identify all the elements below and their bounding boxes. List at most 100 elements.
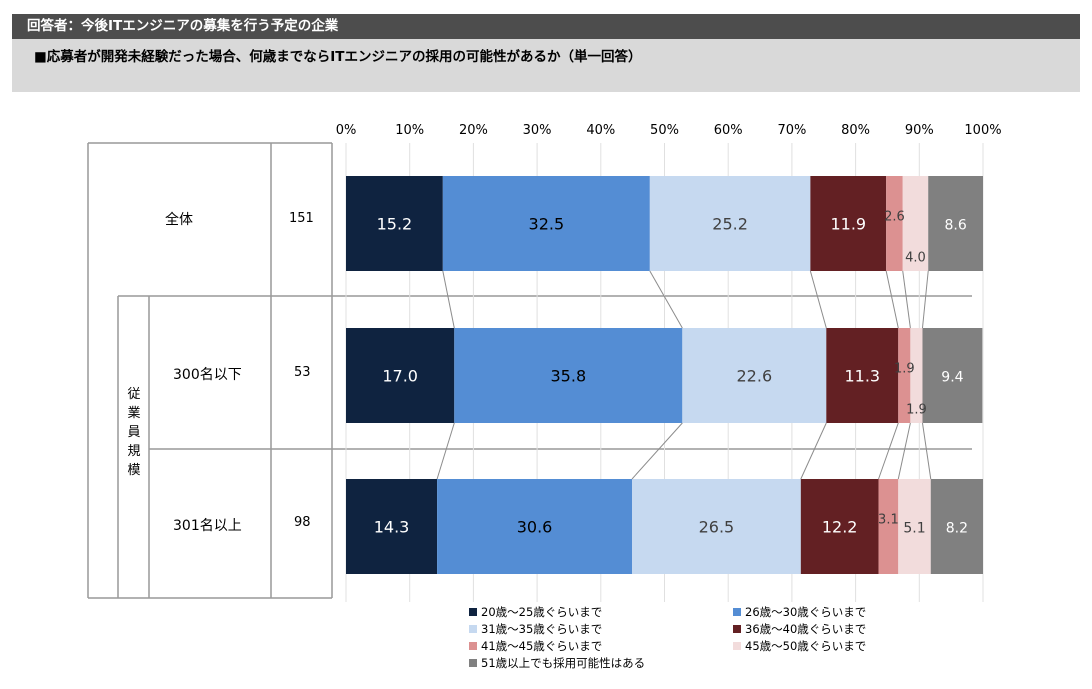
- legend-item: 41歳～45歳ぐらいまで: [469, 638, 602, 654]
- connector-line: [809, 270, 827, 329]
- legend-swatch: [469, 642, 477, 650]
- connector-line: [897, 422, 911, 480]
- connector-line: [436, 422, 455, 480]
- x-tick-label: 70%: [777, 123, 806, 138]
- legend-label: 31歳～35歳ぐらいまで: [481, 622, 603, 636]
- data-label: 5.1: [903, 521, 925, 537]
- group-label-char: 従: [127, 387, 141, 402]
- row-n-301-or-more: 98: [294, 515, 311, 530]
- legend-label: 20歳～25歳ぐらいまで: [481, 605, 603, 619]
- bar-segment: [922, 328, 983, 423]
- data-label: 22.6: [737, 367, 773, 386]
- bar-segment: [898, 479, 931, 574]
- data-label: 35.8: [551, 367, 587, 386]
- connector-line: [800, 422, 827, 480]
- data-label: 9.4: [941, 370, 963, 386]
- bar-segment: [878, 479, 899, 574]
- bar-segment: [649, 176, 811, 271]
- connector-line: [649, 270, 683, 329]
- x-tick-label: 10%: [395, 123, 424, 138]
- x-tick-label: 40%: [586, 123, 615, 138]
- group-label-char: 員: [127, 425, 141, 440]
- legend-item: 26歳～30歳ぐらいまで: [733, 604, 866, 620]
- connector-line: [902, 270, 911, 329]
- data-label: 8.6: [944, 218, 966, 234]
- connector-line: [921, 422, 932, 480]
- legend-item: 31歳～35歳ぐらいまで: [469, 621, 602, 637]
- group-label-char: 業: [127, 406, 141, 421]
- group-label-char: 模: [127, 463, 141, 478]
- row-label-300-or-less: 300名以下: [173, 367, 242, 383]
- data-label: 11.3: [844, 367, 880, 386]
- legend-label: 26歳～30歳ぐらいまで: [745, 605, 867, 619]
- x-tick-label: 60%: [714, 123, 743, 138]
- connector-line: [631, 422, 683, 480]
- data-label: 8.2: [946, 521, 968, 537]
- bar-segment: [928, 176, 983, 271]
- row-label-total: 全体: [165, 212, 193, 228]
- row-n-total: 151: [289, 211, 314, 226]
- data-label: 17.0: [382, 367, 418, 386]
- legend-label: 45歳～50歳ぐらいまで: [745, 639, 867, 653]
- bar-segment: [898, 328, 911, 423]
- bar-segment: [902, 176, 929, 271]
- bar-segment: [454, 328, 683, 423]
- bar-segment: [346, 176, 443, 271]
- legend-label: 36歳～40歳ぐらいまで: [745, 622, 867, 636]
- x-tick-label: 90%: [905, 123, 934, 138]
- row-label-301-or-more: 301名以上: [173, 518, 242, 534]
- data-label: 11.9: [830, 215, 866, 234]
- data-label: 26.5: [699, 518, 735, 537]
- legend-label: 41歳～45歳ぐらいまで: [481, 639, 603, 653]
- legend-swatch: [733, 608, 741, 616]
- bar-segment: [437, 479, 633, 574]
- legend-item: 20歳～25歳ぐらいまで: [469, 604, 602, 620]
- x-tick-label: 30%: [523, 123, 552, 138]
- bar-segment: [826, 328, 899, 423]
- legend-swatch: [469, 659, 477, 667]
- header-title: 回答者：今後ITエンジニアの募集を行う予定の企業: [12, 14, 1080, 39]
- connector-line: [921, 270, 929, 329]
- bar-segment: [346, 328, 455, 423]
- legend-swatch: [469, 608, 477, 616]
- legend-item: 45歳～50歳ぐらいまで: [733, 638, 866, 654]
- bar-segment: [910, 328, 923, 423]
- data-label: 30.6: [517, 518, 553, 537]
- bar-segment: [346, 479, 438, 574]
- data-label: 2.6: [884, 210, 905, 225]
- connector-line: [878, 422, 899, 480]
- x-tick-label: 80%: [841, 123, 870, 138]
- legend-item: 51歳以上でも採用可能性はある: [469, 655, 645, 671]
- legend-item: 36歳～40歳ぐらいまで: [733, 621, 866, 637]
- data-label: 1.9: [894, 362, 915, 377]
- data-label: 32.5: [529, 215, 565, 234]
- bar-segment: [810, 176, 887, 271]
- data-label: 25.2: [712, 215, 748, 234]
- legend-label: 51歳以上でも採用可能性はある: [481, 656, 646, 670]
- data-label: 15.2: [377, 215, 413, 234]
- x-tick-label: 0%: [336, 123, 357, 138]
- bar-segment: [442, 176, 650, 271]
- data-label: 4.0: [905, 251, 926, 266]
- data-label: 14.3: [374, 518, 410, 537]
- data-label: 3.1: [878, 513, 899, 528]
- question-subtitle: ■応募者が開発未経験だった場合、何歳までならITエンジニアの採用の可能性があるか…: [12, 39, 1080, 92]
- data-label: 12.2: [822, 518, 858, 537]
- row-n-300-or-less: 53: [294, 365, 311, 380]
- group-label-char: 規: [127, 444, 141, 459]
- legend-swatch: [733, 642, 741, 650]
- x-tick-label: 50%: [650, 123, 679, 138]
- bar-segment: [682, 328, 827, 423]
- bar-segment: [800, 479, 879, 574]
- legend-swatch: [469, 625, 477, 633]
- connector-line: [442, 270, 455, 329]
- data-label: 1.9: [906, 403, 927, 418]
- legend-swatch: [733, 625, 741, 633]
- bar-segment: [632, 479, 801, 574]
- bar-segment: [930, 479, 983, 574]
- bar-segment: [886, 176, 903, 271]
- connector-line: [885, 270, 899, 329]
- x-tick-label: 20%: [459, 123, 488, 138]
- x-tick-label: 100%: [964, 123, 1001, 138]
